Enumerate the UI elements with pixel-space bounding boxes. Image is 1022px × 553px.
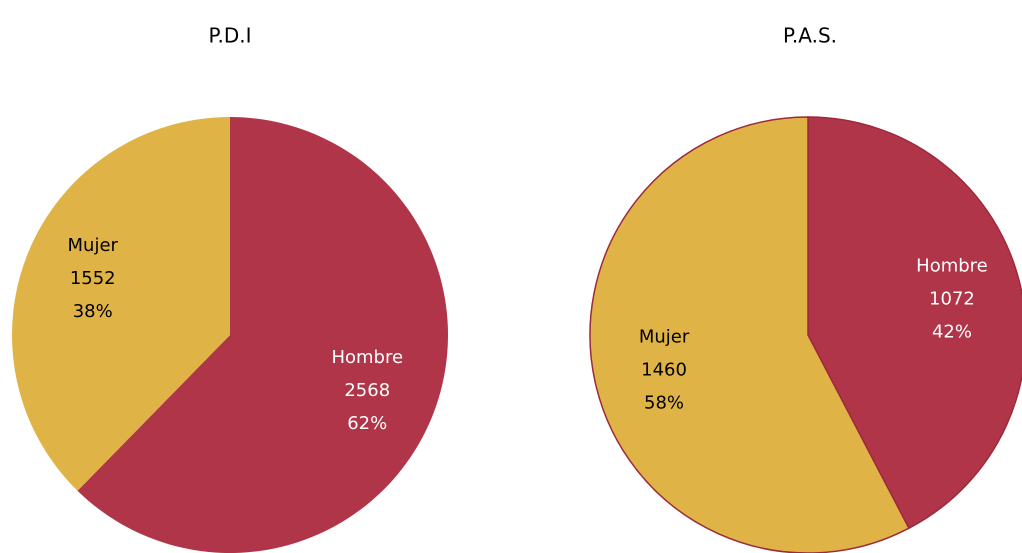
slice-value: 1072	[929, 289, 975, 310]
slice-percent: 62%	[347, 413, 387, 434]
pie-slice	[12, 117, 230, 491]
slice-percent: 38%	[73, 301, 113, 322]
slice-category: Mujer	[68, 235, 119, 256]
slice-category: Hombre	[916, 256, 988, 277]
slice-category: Hombre	[331, 347, 403, 368]
slice-value: 1460	[641, 359, 687, 380]
slice-value: 1552	[70, 268, 116, 289]
pie-slice	[77, 117, 448, 553]
slice-percent: 42%	[932, 322, 972, 343]
slice-category: Mujer	[639, 326, 690, 347]
chart-title: P.A.S.	[783, 24, 837, 48]
slice-value: 2568	[344, 380, 390, 401]
chart-title: P.D.I	[209, 24, 252, 48]
slice-percent: 58%	[644, 392, 684, 413]
pie-slice	[807, 116, 1022, 530]
